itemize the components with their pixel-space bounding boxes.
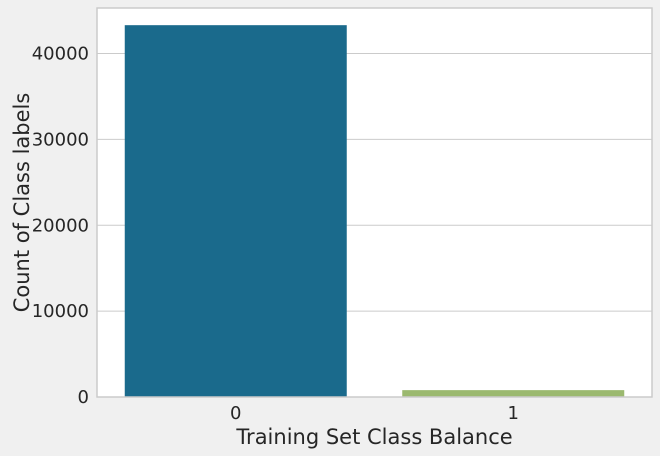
x-tick-label: 0	[230, 403, 241, 424]
y-tick-label: 20000	[32, 215, 89, 236]
bar-0	[124, 25, 347, 398]
y-tick-label: 40000	[32, 44, 89, 65]
y-tick-label: 30000	[32, 129, 89, 150]
y-axis-label: Count of Class labels	[10, 93, 34, 313]
y-tick-label: 10000	[32, 301, 89, 322]
bar-1	[402, 390, 625, 397]
bars	[124, 25, 625, 398]
x-tick-label: 1	[508, 403, 519, 424]
plot-border	[96, 7, 653, 398]
x-axis-label: Training Set Class Balance	[235, 425, 512, 449]
y-tick-labels: 0 10000 20000 30000 40000	[32, 44, 89, 408]
y-tick-label: 0	[78, 387, 89, 408]
plot-frame	[96, 7, 653, 398]
